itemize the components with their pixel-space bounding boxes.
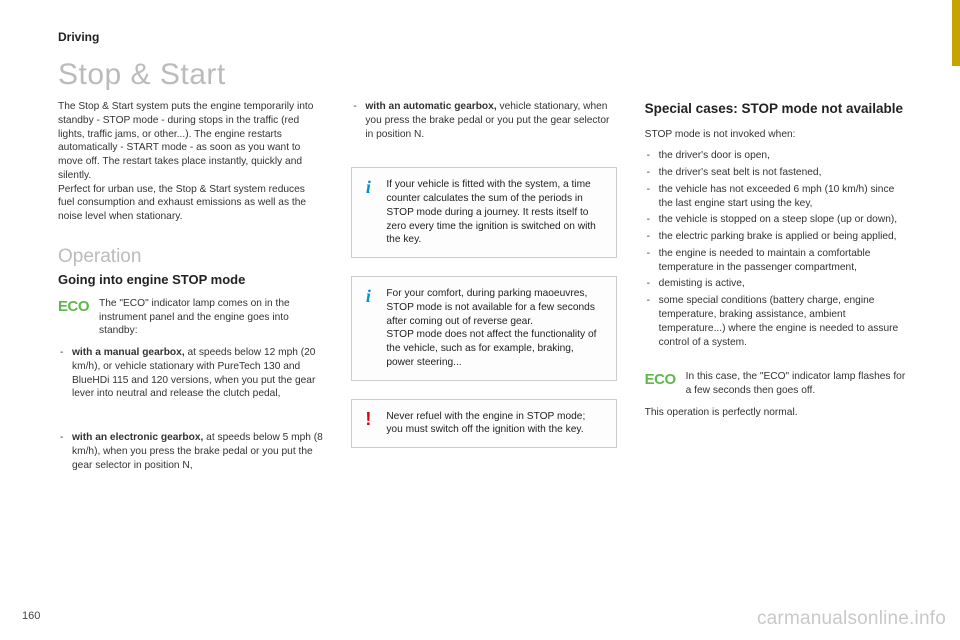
page-number: 160 <box>22 610 40 622</box>
info-box-comfort: i For your comfort, during parking maoeu… <box>351 276 616 381</box>
warning-box-refuel: ! Never refuel with the engine in STOP m… <box>351 399 616 449</box>
info-box-counter: i If your vehicle is fitted with the sys… <box>351 167 616 258</box>
eco-indicator-row: ECO The "ECO" indicator lamp comes on in… <box>58 297 323 338</box>
info-text: For your comfort, during parking maoeuvr… <box>386 287 603 370</box>
special-cases-heading: Special cases: STOP mode not available <box>645 100 910 118</box>
column-3: Special cases: STOP mode not available S… <box>645 100 910 481</box>
warning-icon: ! <box>360 410 376 438</box>
page-title: Stop & Start <box>58 58 910 92</box>
info-icon: i <box>360 178 376 247</box>
eco-description: The "ECO" indicator lamp comes on in the… <box>99 297 323 338</box>
operation-heading: Operation <box>58 246 323 268</box>
gearbox-list: with a manual gearbox, at speeds below 1… <box>58 346 323 401</box>
list-item: the vehicle is stopped on a steep slope … <box>645 213 910 227</box>
stop-mode-lead: STOP mode is not invoked when: <box>645 128 910 142</box>
watermark: carmanualsonline.info <box>757 608 946 630</box>
column-2: with an automatic gearbox, vehicle stati… <box>351 100 616 481</box>
eco-flash-row: ECO In this case, the "ECO" indicator la… <box>645 370 910 398</box>
closing-note: This operation is perfectly normal. <box>645 406 910 420</box>
list-item: the vehicle has not exceeded 6 mph (10 k… <box>645 183 910 211</box>
list-item: some special conditions (battery charge,… <box>645 294 910 349</box>
list-item: with an automatic gearbox, vehicle stati… <box>351 100 616 141</box>
list-item: with an electronic gearbox, at speeds be… <box>58 431 323 472</box>
list-item: the electric parking brake is applied or… <box>645 230 910 244</box>
section-label: Driving <box>58 30 910 44</box>
eco-icon: ECO <box>58 297 89 338</box>
warning-text: Never refuel with the engine in STOP mod… <box>386 410 603 438</box>
list-item-bold: with an automatic gearbox, <box>365 101 496 112</box>
list-item: with a manual gearbox, at speeds below 1… <box>58 346 323 401</box>
content-columns: The Stop & Start system puts the engine … <box>58 100 910 481</box>
eco-icon: ECO <box>645 370 676 398</box>
list-item: the driver's door is open, <box>645 149 910 163</box>
eco-flash-text: In this case, the "ECO" indicator lamp f… <box>686 370 910 398</box>
column-1: The Stop & Start system puts the engine … <box>58 100 323 481</box>
section-color-tab <box>952 0 960 66</box>
intro-paragraph: The Stop & Start system puts the engine … <box>58 100 323 224</box>
info-icon: i <box>360 287 376 370</box>
list-item-bold: with an electronic gearbox, <box>72 432 203 443</box>
gearbox-list-2: with an electronic gearbox, at speeds be… <box>58 431 323 472</box>
manual-page: Driving Stop & Start The Stop & Start sy… <box>0 0 960 640</box>
conditions-list: the driver's door is open, the driver's s… <box>645 149 910 349</box>
list-item-bold: with a manual gearbox, <box>72 347 185 358</box>
gearbox-list-3: with an automatic gearbox, vehicle stati… <box>351 100 616 141</box>
list-item: the engine is needed to maintain a comfo… <box>645 247 910 275</box>
stop-mode-heading: Going into engine STOP mode <box>58 272 323 287</box>
list-item: demisting is active, <box>645 277 910 291</box>
list-item: the driver's seat belt is not fastened, <box>645 166 910 180</box>
info-text: If your vehicle is fitted with the syste… <box>386 178 603 247</box>
